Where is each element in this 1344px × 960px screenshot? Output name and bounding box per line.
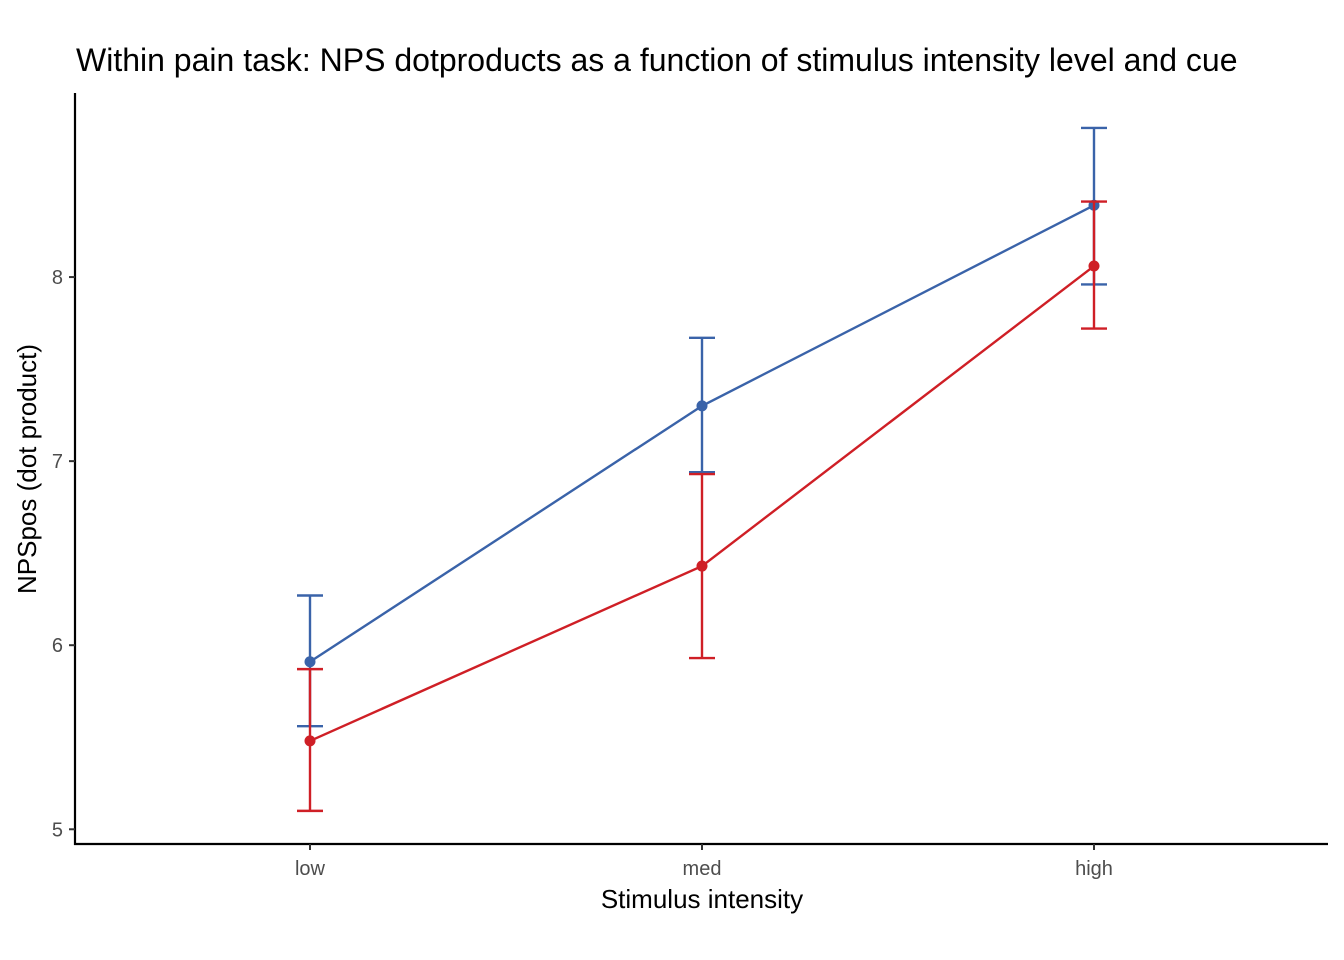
x-tick-label-low: low (295, 858, 326, 880)
plot-area (297, 126, 1107, 813)
chart-title: Within pain task: NPS dotproducts as a f… (76, 42, 1237, 78)
series-blue-point-med (696, 400, 708, 412)
series-blue-point-low (304, 656, 316, 668)
x-axis-ticks: low med high (295, 844, 1113, 880)
y-tick-label: 7 (52, 451, 63, 473)
series-red (297, 200, 1107, 813)
series-red-point-low (304, 735, 316, 747)
x-tick-label-med: med (683, 858, 722, 880)
x-axis-title: Stimulus intensity (601, 884, 803, 914)
y-tick-label: 6 (52, 635, 63, 657)
y-axis-title: NPSpos (dot product) (12, 344, 42, 594)
series-red-point-med (696, 560, 708, 572)
series-red-point-high (1088, 260, 1100, 272)
x-tick-label-high: high (1075, 858, 1113, 880)
y-tick-label: 5 (52, 819, 63, 841)
y-tick-label: 8 (52, 267, 63, 289)
y-axis-ticks: 5 6 7 8 (52, 267, 75, 841)
